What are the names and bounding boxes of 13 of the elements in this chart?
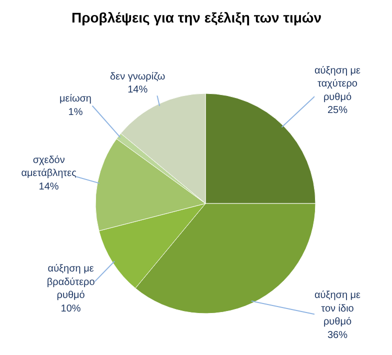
slice-label: αύξηση με βραδύτερο ρυθμό (46, 264, 96, 302)
chart-title: Προβλέψεις για την εξέλιξη των τιμών (71, 10, 322, 26)
slice-label: αύξηση με τον ίδιο ρυθμό (314, 290, 362, 328)
data-label: 14% (38, 181, 59, 192)
data-label: 36% (327, 330, 348, 341)
slice-label: μείωση (60, 94, 92, 105)
data-label: 10% (60, 303, 81, 314)
slice-label: δεν γνωρίζω (110, 71, 166, 82)
data-label: 25% (327, 105, 348, 116)
data-label: 14% (128, 84, 148, 96)
slice-label: σχεδόν αμετάβλητες (21, 154, 77, 180)
data-label: 1% (68, 106, 83, 118)
slice-label: αύξηση με ταχύτερο ρυθμό (314, 65, 362, 103)
